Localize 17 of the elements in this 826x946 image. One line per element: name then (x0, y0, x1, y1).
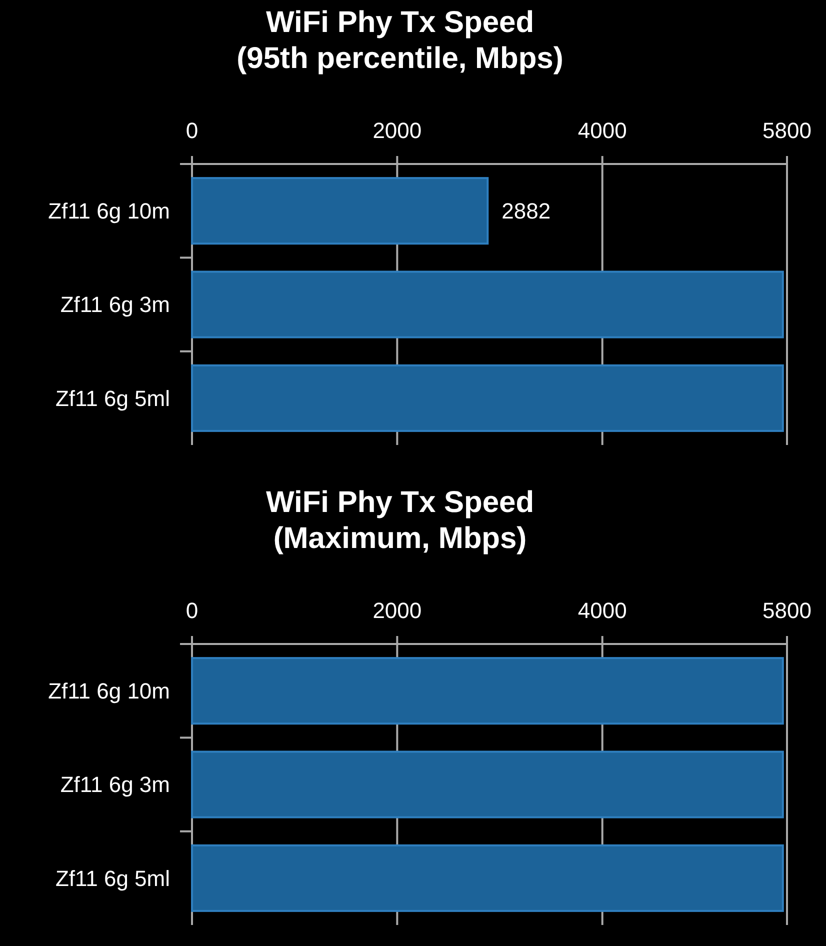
chart-title: WiFi Phy Tx Speed (Maximum, Mbps) (266, 486, 534, 555)
data-label: 2882 (502, 198, 551, 224)
y-tick-label: Zf11 6g 5ml (55, 866, 170, 891)
y-tick-label: Zf11 6g 3m (60, 772, 170, 798)
x-tick-label: 4000 (578, 118, 627, 143)
x-tick-label: 2000 (372, 118, 422, 143)
y-tick-label: Zf11 6g 3m (60, 292, 170, 318)
y-tick-label: Zf11 6g 5ml (55, 386, 170, 411)
x-tick-label: 4000 (578, 598, 627, 623)
x-tick-label: 5800 (762, 598, 812, 623)
x-tick-label: 0 (186, 118, 198, 143)
y-tick-label: Zf11 6g 10m (48, 678, 170, 704)
x-tick-label: 5800 (762, 118, 812, 143)
y-tick-label: Zf11 6g 10m (48, 198, 170, 224)
x-tick-label: 2000 (372, 598, 422, 623)
chart-title: WiFi Phy Tx Speed (95th percentile, Mbps) (236, 6, 564, 75)
x-tick-label: 0 (186, 598, 198, 623)
